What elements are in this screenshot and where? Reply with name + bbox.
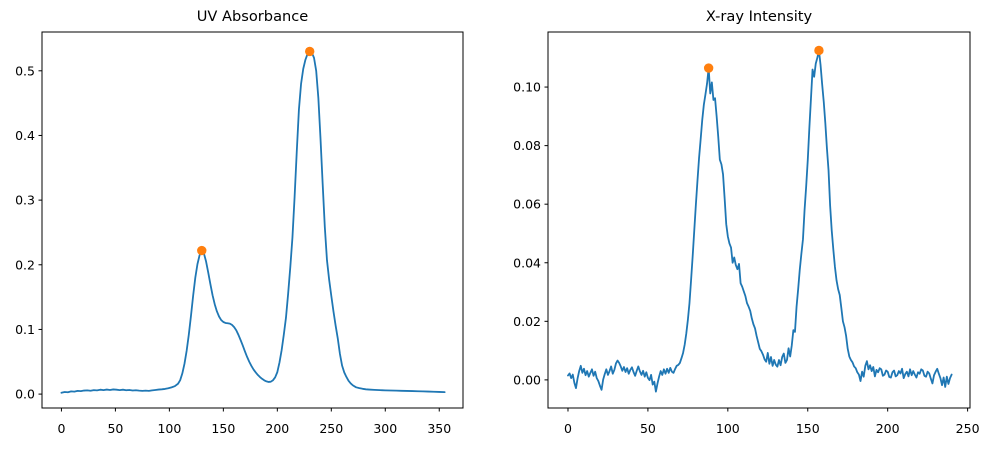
y-tick-label: 0.2: [15, 257, 35, 272]
y-tick-label: 0.10: [513, 80, 541, 95]
y-tick-label: 0.4: [15, 128, 35, 143]
x-tick-label: 100: [716, 421, 740, 436]
x-tick-label: 300: [373, 421, 397, 436]
y-tick-label: 0.08: [513, 138, 541, 153]
x-tick-label: 200: [876, 421, 900, 436]
x-tick-label: 150: [796, 421, 820, 436]
x-tick-label: 200: [265, 421, 289, 436]
y-tick-label: 0.0: [15, 387, 35, 402]
x-tick-label: 150: [211, 421, 235, 436]
x-tick-label: 50: [107, 421, 123, 436]
x-tick-label: 350: [427, 421, 451, 436]
x-tick-label: 0: [57, 421, 65, 436]
x-tick-label: 250: [956, 421, 980, 436]
y-tick-label: 0.00: [513, 372, 541, 387]
left-plot-title: UV Absorbance: [196, 8, 309, 25]
intensity-trace-line: [567, 49, 953, 393]
peak-marker: [814, 45, 824, 56]
x-tick-label: 100: [157, 421, 181, 436]
right-plot-title: X-ray Intensity: [705, 8, 813, 25]
y-tick-label: 0.04: [513, 255, 541, 270]
y-tick-label: 0.3: [15, 193, 35, 208]
y-tick-label: 0.5: [15, 63, 35, 78]
x-tick-label: 250: [319, 421, 343, 436]
peak-marker: [703, 63, 714, 73]
x-tick-label: 50: [640, 421, 656, 436]
x-tick-label: 0: [564, 421, 572, 436]
y-tick-label: 0.1: [15, 322, 35, 337]
axes-frame: [547, 31, 971, 409]
y-tick-label: 0.02: [513, 314, 541, 329]
y-tick-label: 0.06: [513, 197, 541, 212]
absorbance-trace-line: [60, 50, 446, 394]
peak-marker: [197, 245, 207, 256]
peak-marker: [305, 46, 315, 57]
axes-frame: [41, 31, 464, 409]
